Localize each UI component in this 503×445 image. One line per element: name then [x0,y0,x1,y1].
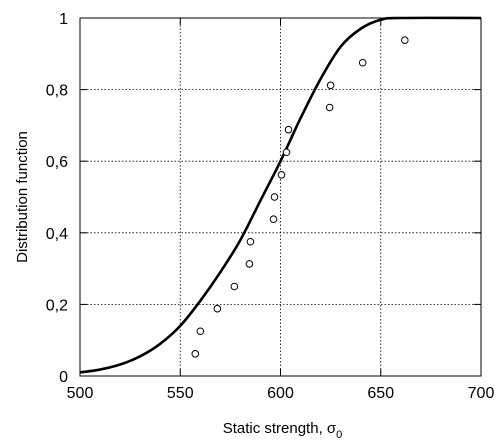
x-tick-label: 550 [167,385,194,402]
grid [80,18,481,376]
x-axis-label-text: Static strength, σ [223,420,337,437]
y-tick-label: 0 [59,369,68,386]
x-axis-label: Static strength, σ0 [223,420,343,441]
data-point [196,327,205,336]
data-point [401,36,409,44]
y-tick-label: 0,8 [46,83,68,100]
y-tick-labels: 0 0,2 0,4 0,6 0,8 1 [46,11,68,386]
data-point [326,81,335,90]
y-tick-label: 1 [59,11,68,28]
data-point [246,237,255,246]
y-tick-label: 0,2 [46,297,68,314]
data-point [277,171,286,179]
data-point [325,103,334,112]
x-tick-labels: 500 550 600 650 700 [67,385,495,402]
data-point [230,282,239,291]
data-point [284,125,293,134]
data-point [213,304,222,313]
data-point [282,148,291,157]
data-point [191,350,200,358]
x-tick-label: 700 [468,385,495,402]
data-point [245,260,254,268]
data-point [269,215,278,223]
x-tick-label: 650 [367,385,394,402]
data-point [358,58,367,67]
x-axis-label-subscript: 0 [336,429,342,441]
x-tick-label: 500 [67,385,94,402]
y-tick-label: 0,6 [46,154,68,171]
y-axis-label: Distribution function [14,131,31,263]
data-points [191,36,409,358]
fitted-curve [79,16,482,374]
data-point [270,193,279,201]
y-tick-label: 0,4 [46,226,68,243]
x-tick-label: 600 [267,385,294,402]
